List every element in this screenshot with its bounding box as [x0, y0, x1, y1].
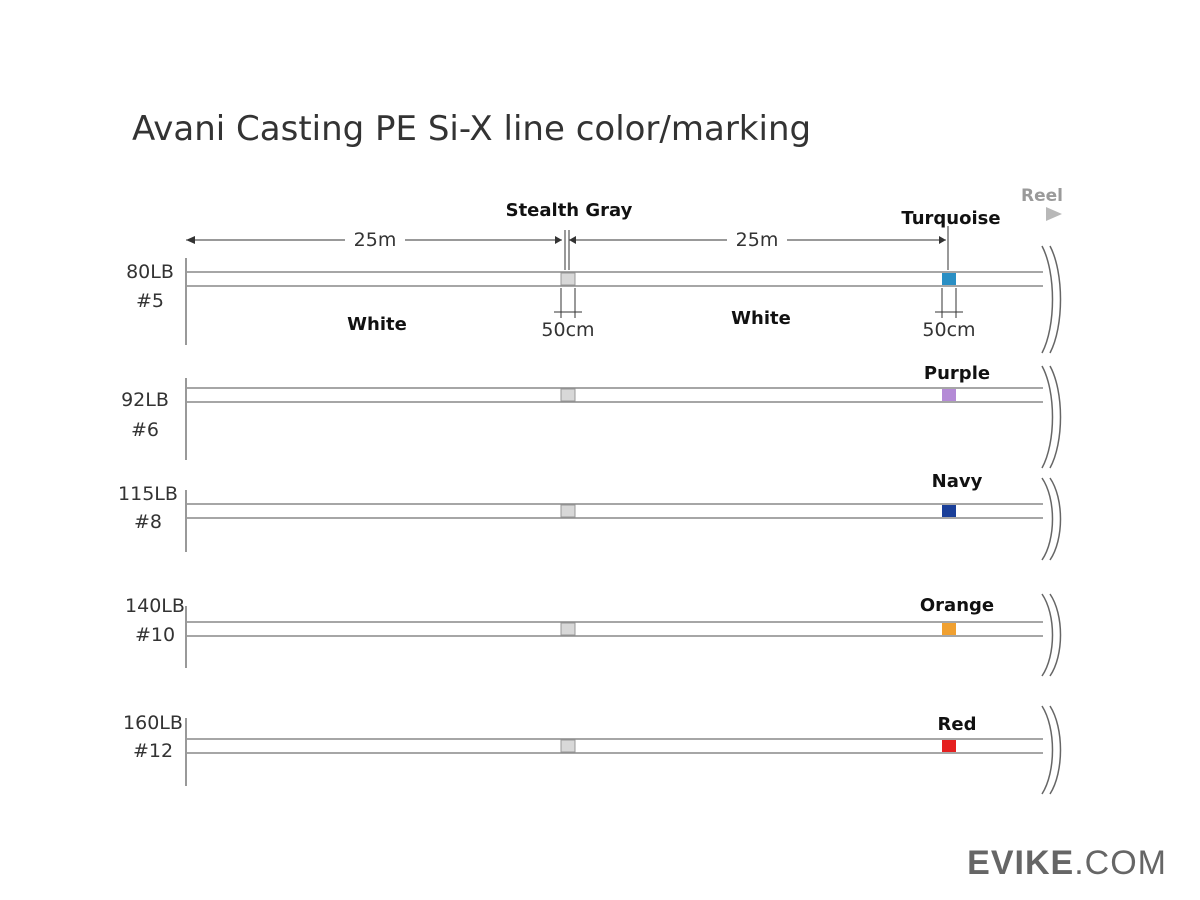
- break-wave-left: [1041, 365, 1054, 469]
- reel-label: Reel: [1021, 186, 1063, 206]
- line-strength-label: 140LB: [125, 595, 185, 617]
- marker-color-label: Red: [938, 714, 977, 735]
- color-marker: [942, 740, 956, 752]
- line-strength-label: 80LB: [126, 261, 174, 283]
- line-row: 140LB #10 Orange: [125, 593, 1062, 677]
- break-wave-left: [1041, 477, 1054, 561]
- gray-marker: [560, 739, 576, 753]
- line-size-label: #10: [135, 624, 175, 646]
- line-strength-label: 160LB: [123, 712, 183, 734]
- length-right-label: 25m: [736, 229, 779, 251]
- line-strength-label: 115LB: [118, 483, 178, 505]
- break-wave-right: [1049, 593, 1062, 677]
- break-wave-left: [1041, 593, 1054, 677]
- line-size-label: #8: [134, 511, 162, 533]
- mark-length-right-label: 50cm: [922, 319, 975, 341]
- dimension-line-right: [569, 236, 946, 244]
- gray-marker: [560, 388, 576, 402]
- color-marker: [942, 623, 956, 635]
- line-row: 92LB #6 Purple: [121, 363, 1062, 469]
- line-row: 160LB #12 Red: [123, 705, 1062, 795]
- color-marker: [942, 273, 956, 285]
- mark-length-left-label: 50cm: [541, 319, 594, 341]
- length-left-label: 25m: [354, 229, 397, 251]
- marker-color-label: Navy: [932, 471, 983, 492]
- gray-marker: [560, 272, 576, 286]
- page-title: Avani Casting PE Si-X line color/marking: [132, 109, 811, 149]
- marker-color-label: Purple: [924, 363, 990, 384]
- base-color-left-label: White: [347, 314, 407, 335]
- reel-arrow-icon: [1046, 207, 1062, 221]
- line-size-label: #6: [131, 419, 159, 441]
- base-color-right-label: White: [731, 308, 791, 329]
- stealth-gray-label: Stealth Gray: [506, 200, 633, 221]
- line-row: 115LB #8 Navy: [118, 471, 1062, 561]
- break-wave-right: [1049, 705, 1062, 795]
- dimension-line-left: [186, 236, 562, 244]
- line-strength-label: 92LB: [121, 389, 169, 411]
- watermark-logo: EVIKE.COM: [967, 844, 1167, 882]
- watermark-bold: EVIKE: [967, 844, 1074, 882]
- line-size-label: #5: [136, 290, 164, 312]
- gray-marker: [560, 504, 576, 518]
- break-wave-left: [1041, 705, 1054, 795]
- marker-color-label: Orange: [920, 595, 994, 616]
- line-row: 80LB #5: [126, 245, 1062, 354]
- turquoise-label: Turquoise: [901, 208, 1000, 229]
- color-marker: [942, 505, 956, 517]
- break-wave-right: [1049, 477, 1062, 561]
- break-wave-right: [1049, 245, 1062, 354]
- gray-marker: [560, 622, 576, 636]
- watermark-light: .COM: [1074, 844, 1167, 882]
- mark-length-left-dimension: [554, 288, 582, 318]
- line-rows: 80LB #5 92LB #6 Purple 115LB #8 Navy 140LB #10 Ora…: [118, 245, 1062, 795]
- break-wave-left: [1041, 245, 1054, 354]
- color-marker: [942, 389, 956, 401]
- mark-length-right-dimension: [935, 288, 963, 318]
- line-size-label: #12: [133, 740, 173, 762]
- break-wave-right: [1049, 365, 1062, 469]
